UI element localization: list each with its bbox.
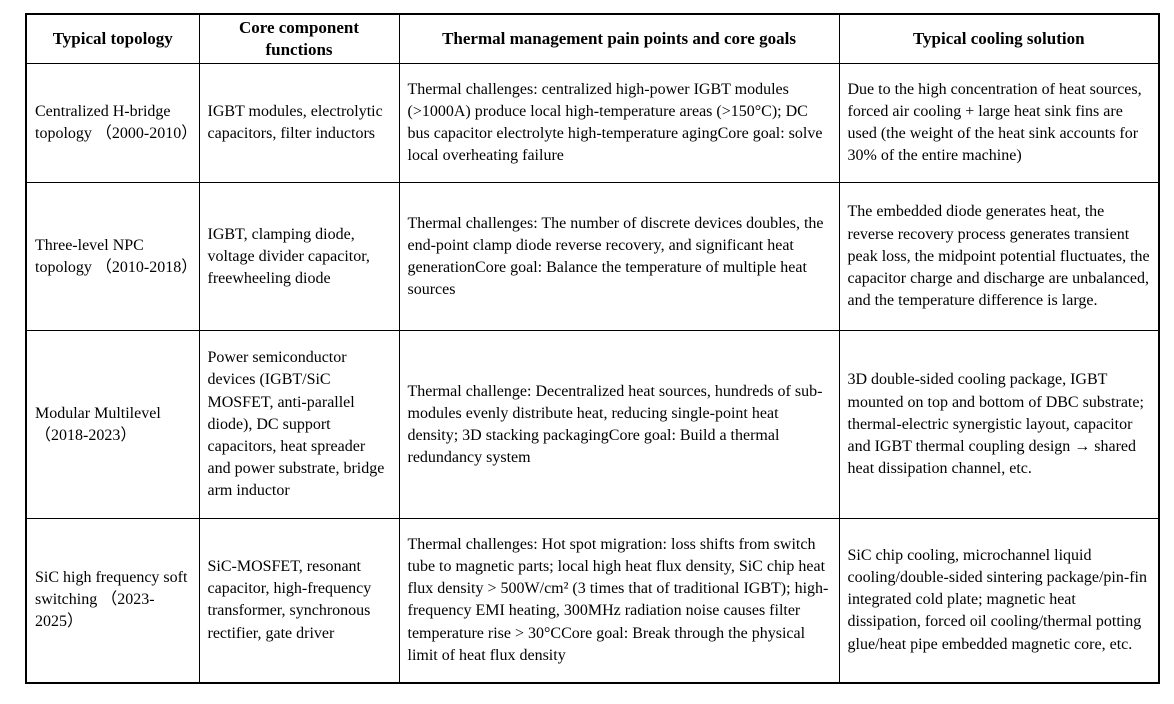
table-row-sic-high-frequency: SiC high frequency soft switching （2023-… <box>25 518 1160 684</box>
table-row-three-level-npc: Three-level NPC topology （2010-2018） IGB… <box>25 182 1160 332</box>
cell-r4-pain-points: Thermal challenges: Hot spot migration: … <box>398 518 840 684</box>
cell-r4-components: SiC-MOSFET, resonant capacitor, high-fre… <box>198 518 400 684</box>
header-typical-cooling-solution: Typical cooling solution <box>838 13 1160 65</box>
cell-r3-cooling-solution: 3D double-sided cooling package, IGBT mo… <box>838 330 1160 520</box>
header-row: Typical topology Core component function… <box>25 13 1160 65</box>
cell-r2-pain-points: Thermal challenges: The number of discre… <box>398 182 840 332</box>
cell-r2-cooling-solution: The embedded diode generates heat, the r… <box>838 182 1160 332</box>
cell-r3-pain-points: Thermal challenge: Decentralized heat so… <box>398 330 840 520</box>
table-row-centralized-h-bridge: Centralized H-bridge topology （2000-2010… <box>25 63 1160 184</box>
cell-r3-topology: Modular Multilevel （2018-2023） <box>25 330 200 520</box>
header-typical-topology: Typical topology <box>25 13 200 65</box>
topology-evolution-table: Typical topology Core component function… <box>25 13 1160 684</box>
cell-r4-cooling-solution: SiC chip cooling, microchannel liquid co… <box>838 518 1160 684</box>
cell-r1-cooling-solution: Due to the high concentration of heat so… <box>838 63 1160 184</box>
cell-r4-topology: SiC high frequency soft switching （2023-… <box>25 518 200 684</box>
cell-r3-components: Power semiconductor devices (IGBT/SiC MO… <box>198 330 400 520</box>
header-core-component-functions: Core component functions <box>198 13 400 65</box>
table-header: Typical topology Core component function… <box>25 13 1160 65</box>
cell-r2-components: IGBT, clamping diode, voltage divider ca… <box>198 182 400 332</box>
table-row-modular-multilevel: Modular Multilevel （2018-2023） Power sem… <box>25 330 1160 520</box>
table-body: Centralized H-bridge topology （2000-2010… <box>25 63 1160 684</box>
cell-r1-components: IGBT modules, electrolytic capacitors, f… <box>198 63 400 184</box>
cell-r1-pain-points: Thermal challenges: centralized high-pow… <box>398 63 840 184</box>
cell-r1-topology: Centralized H-bridge topology （2000-2010… <box>25 63 200 184</box>
cell-r2-topology: Three-level NPC topology （2010-2018） <box>25 182 200 332</box>
header-thermal-pain-points: Thermal management pain points and core … <box>398 13 840 65</box>
